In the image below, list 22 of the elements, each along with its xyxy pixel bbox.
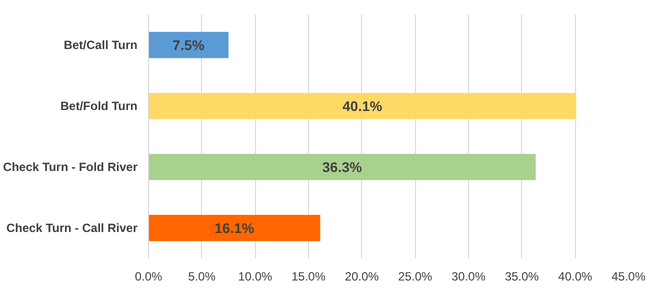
- x-tick-label: 25.0%: [398, 270, 433, 284]
- bar: [148, 154, 536, 180]
- bar: [148, 214, 320, 242]
- y-tick-label: Check Turn - Call River: [6, 221, 138, 235]
- data-label: 36.3%: [322, 159, 362, 175]
- x-tick-label: 0.0%: [134, 270, 163, 284]
- data-label: 7.5%: [172, 37, 206, 53]
- y-tick-label: Check Turn - Fold River: [3, 160, 138, 174]
- bar: [148, 92, 576, 120]
- data-label: 40.1%: [342, 98, 383, 114]
- x-tick-label: 15.0%: [291, 270, 326, 284]
- x-tick-label: 40.0%: [558, 270, 593, 284]
- y-tick-label: Bet/Fold Turn: [60, 99, 138, 113]
- x-tick-label: 5.0%: [188, 270, 216, 284]
- x-tick-label: 30.0%: [451, 270, 486, 284]
- bar: [148, 32, 228, 58]
- data-label: 16.1%: [214, 220, 255, 236]
- x-tick-label: 10.0%: [238, 270, 273, 284]
- x-tick-label: 45.0%: [611, 270, 646, 284]
- x-tick-label: 35.0%: [504, 270, 540, 284]
- y-tick-label: Bet/Call Turn: [64, 38, 138, 52]
- x-tick-label: 20.0%: [344, 270, 380, 284]
